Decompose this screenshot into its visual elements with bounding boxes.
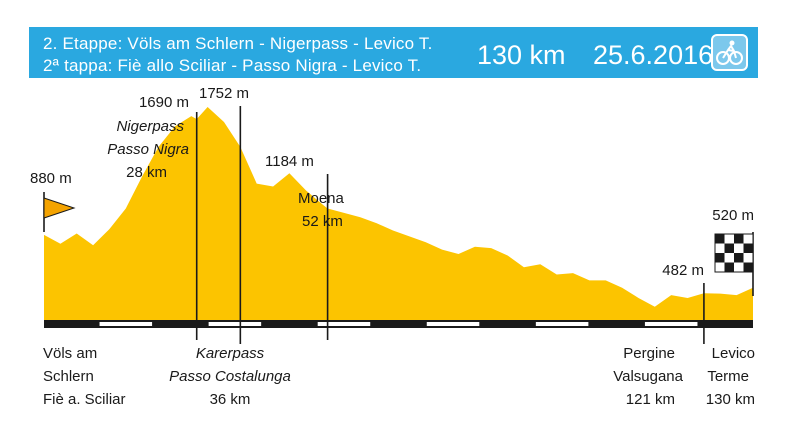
stage-title-italian: 2ª tappa: Fiè allo Sciliar - Passo Nigra…	[43, 56, 422, 75]
waypoint-name-valsugana: Valsugana	[613, 368, 683, 385]
finish-flag-square	[715, 262, 725, 272]
finish-flag-square	[743, 243, 753, 253]
waypoint-distance-karerpass: 36 km	[209, 391, 251, 408]
distance-ruler-segment	[644, 322, 698, 326]
elevation-label-karerpass: 1752 m	[199, 85, 250, 102]
finish-flag-square	[715, 243, 725, 253]
finish-flag-square	[743, 234, 753, 244]
waypoint-name-fie: Fiè a. Sciliar	[43, 391, 126, 408]
elevation-area	[44, 107, 753, 320]
waypoint-name-terme: Terme	[707, 368, 749, 385]
stage-header: 2. Etappe: Völs am Schlern - Nigerpass -…	[29, 27, 758, 78]
finish-flag-square	[734, 234, 744, 244]
start-flag-icon	[43, 197, 76, 219]
stage-distance: 130 km	[477, 40, 566, 70]
waypoint-name-passo-nigra: Passo Nigra	[107, 141, 189, 158]
waypoint-name-voels: Völs am	[43, 345, 98, 362]
waypoint-name-karerpass: Karerpass	[195, 345, 265, 362]
waypoint-name-pergine: Pergine	[623, 345, 675, 362]
finish-flag-square	[724, 262, 734, 272]
waypoint-distance-levico: 130 km	[705, 391, 755, 408]
finish-flag-square	[724, 243, 734, 253]
waypoint-name-schlern: Schlern	[43, 368, 94, 385]
finish-flag-square	[724, 234, 734, 244]
waypoint-name-moena: Moena	[298, 190, 344, 207]
finish-flag-square	[724, 253, 734, 263]
finish-flag-square	[743, 262, 753, 272]
cyclist-icon	[711, 34, 748, 71]
stage-title-german: 2. Etappe: Völs am Schlern - Nigerpass -…	[43, 34, 433, 53]
finish-flag-square	[743, 253, 753, 263]
distance-ruler-segment	[99, 322, 153, 326]
finish-flag-square	[734, 262, 744, 272]
elevation-label-start: 880 m	[30, 170, 72, 187]
distance-ruler-segment	[535, 322, 589, 326]
distance-ruler-segment	[317, 322, 371, 326]
stage-date: 25.6.2016	[593, 40, 714, 70]
distance-ruler-segment	[426, 322, 480, 326]
waypoint-name-levico: Levico	[711, 345, 755, 362]
finish-flag-square	[734, 243, 744, 253]
finish-flag-square	[715, 234, 725, 244]
waypoint-distance-nigerpass: 28 km	[126, 164, 167, 181]
waypoint-distance-moena: 52 km	[302, 213, 343, 230]
distance-ruler	[44, 320, 753, 328]
elevation-label-finish: 520 m	[712, 207, 754, 224]
waypoint-name-passo-costalunga: Passo Costalunga	[169, 368, 291, 385]
waypoint-name-nigerpass: Nigerpass	[116, 118, 184, 135]
elevation-label-pergine: 482 m	[662, 262, 704, 279]
finish-flag-square	[734, 253, 744, 263]
elevation-label-nigerpass: 1690 m	[138, 94, 189, 111]
finish-flag-icon	[714, 233, 754, 273]
waypoint-distance-pergine: 121 km	[625, 391, 675, 408]
elevation-label-moena: 1184 m	[265, 153, 314, 170]
finish-flag-square	[715, 253, 725, 263]
distance-ruler-segment	[208, 322, 262, 326]
